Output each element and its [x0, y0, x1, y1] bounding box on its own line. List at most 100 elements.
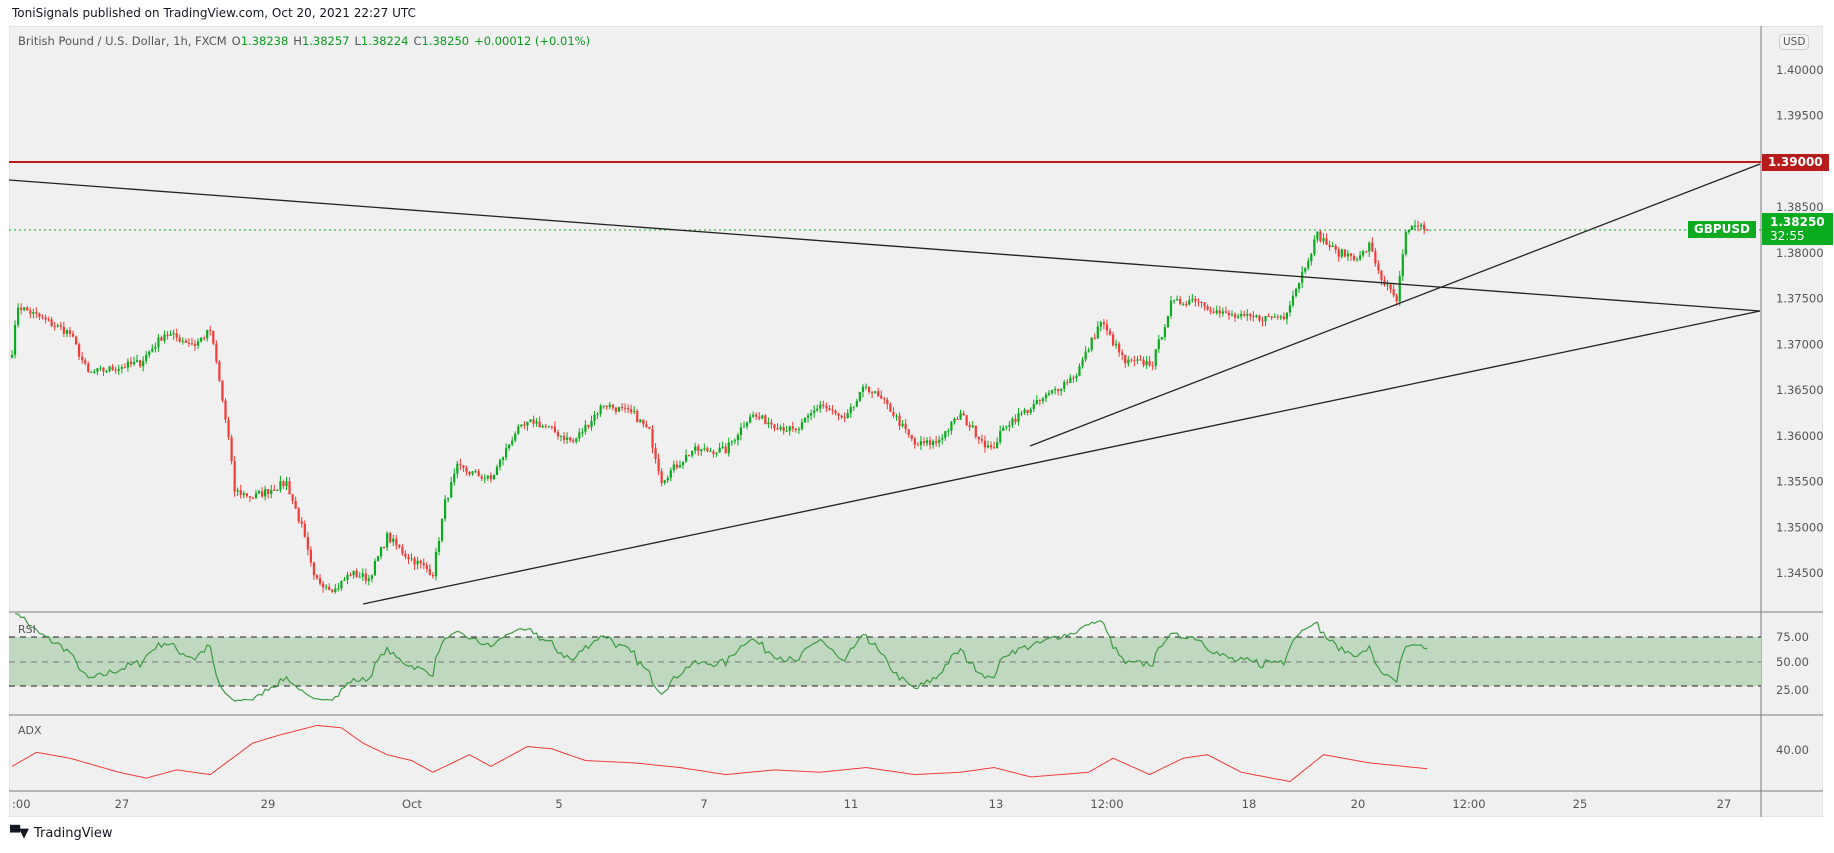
candle-body — [1148, 360, 1151, 366]
candle-body — [1151, 365, 1154, 367]
candle-body — [1221, 311, 1224, 314]
candle-body — [349, 574, 352, 576]
price-tick: 1.40000 — [1776, 63, 1824, 77]
candle-body — [694, 446, 697, 451]
ascending-trendline-shallow[interactable] — [362, 310, 1761, 605]
time-tick: 27 — [115, 797, 130, 811]
candle-body — [828, 408, 831, 410]
candle-body — [105, 371, 108, 373]
candle-body — [233, 461, 236, 492]
candle-body — [959, 413, 962, 420]
candle-body — [678, 465, 682, 468]
candle-body — [794, 428, 797, 431]
candle-body — [675, 464, 678, 468]
candle-body — [1395, 295, 1398, 302]
candle-body — [325, 586, 328, 588]
descending-trendline[interactable] — [8, 179, 1761, 312]
candle-body — [1136, 359, 1139, 361]
candle-body — [526, 421, 529, 426]
tradingview-logo[interactable]: ▀▼ TradingView — [10, 826, 113, 841]
candle-body — [96, 368, 99, 372]
candle-body — [849, 406, 852, 414]
adx-line — [11, 724, 1428, 783]
candle-body — [590, 420, 593, 427]
candle-body — [806, 415, 810, 418]
candle-body — [1331, 245, 1334, 248]
candle-body — [999, 430, 1002, 443]
candle-body — [989, 445, 993, 448]
currency-button[interactable]: USD — [1779, 34, 1810, 50]
candle-body — [1233, 314, 1237, 318]
rsi-title: RSI — [18, 623, 36, 636]
candle-body — [123, 367, 126, 369]
candle-body — [1377, 263, 1380, 271]
candle-body — [1066, 382, 1069, 384]
time-tick: 12:00 — [1090, 797, 1123, 811]
candle-body — [276, 489, 279, 491]
candle-body — [1099, 322, 1102, 327]
candle-body — [343, 579, 346, 581]
candle-body — [840, 415, 843, 418]
price-axis[interactable]: 1.40000 1.39500 1.38500 1.38000 1.37500 1.370… — [1776, 63, 1824, 580]
candle-body — [602, 405, 605, 407]
time-tick: Oct — [402, 797, 422, 811]
candle-body — [309, 549, 312, 563]
candle-body — [111, 366, 114, 370]
candle-body — [1380, 270, 1383, 281]
candle-body — [248, 496, 251, 498]
candle-body — [29, 310, 32, 314]
candle-body — [971, 425, 974, 428]
candle-body — [944, 431, 947, 438]
candle-body — [1310, 253, 1313, 262]
candle-body — [1072, 377, 1075, 379]
candle-body — [157, 337, 160, 347]
candle-body — [688, 454, 691, 456]
candle-body — [755, 414, 758, 417]
candle-body — [172, 333, 175, 335]
candle-body — [17, 307, 20, 325]
candle-body — [20, 307, 23, 310]
candle-body — [874, 391, 877, 393]
candle-body — [398, 545, 401, 548]
tradingview-logo-icon: ▀▼ — [10, 826, 29, 841]
candle-body — [279, 481, 282, 490]
ascending-trendline-steep[interactable] — [1029, 163, 1761, 447]
candle-body — [175, 333, 178, 338]
candle-body — [779, 427, 782, 430]
change-value: +0.00012 (+0.01%) — [474, 34, 591, 48]
candle-body — [733, 440, 736, 442]
candle-body — [288, 481, 291, 495]
candle-body — [736, 435, 739, 441]
candle-body — [800, 422, 804, 430]
time-axis[interactable]: :00 27 29 Oct 5 7 11 13 12:00 18 20 12:00 25 27 — [12, 797, 1731, 811]
candle-body — [1176, 299, 1179, 301]
candle-body — [596, 413, 599, 416]
candle-body — [1005, 426, 1008, 428]
candle-body — [819, 404, 822, 409]
candle-body — [239, 490, 242, 495]
candle-body — [273, 489, 276, 491]
high-value: 1.38257 — [301, 34, 350, 48]
candle-body — [867, 386, 871, 392]
candle-body — [315, 575, 319, 578]
candle-body — [291, 494, 294, 501]
candle-body — [1285, 312, 1288, 320]
candle-body — [773, 424, 776, 429]
rsi-level-75: 75.00 — [1776, 630, 1809, 644]
candle-body — [1328, 244, 1331, 248]
candle-body — [1243, 314, 1246, 316]
candle-body — [407, 557, 410, 560]
candle-body — [1398, 276, 1401, 302]
symbol-legend: British Pound / U.S. Dollar, 1h, FXCM O1.… — [18, 34, 595, 48]
candle-body — [1118, 343, 1121, 353]
candle-body — [294, 500, 297, 509]
candle-body — [196, 341, 200, 346]
candle-body — [1054, 389, 1057, 391]
open-value: 1.38238 — [240, 34, 289, 48]
candle-body — [501, 457, 505, 460]
candle-body — [569, 437, 572, 441]
candle-body — [221, 380, 224, 401]
candle-body — [791, 426, 794, 429]
candle-body — [977, 436, 980, 440]
